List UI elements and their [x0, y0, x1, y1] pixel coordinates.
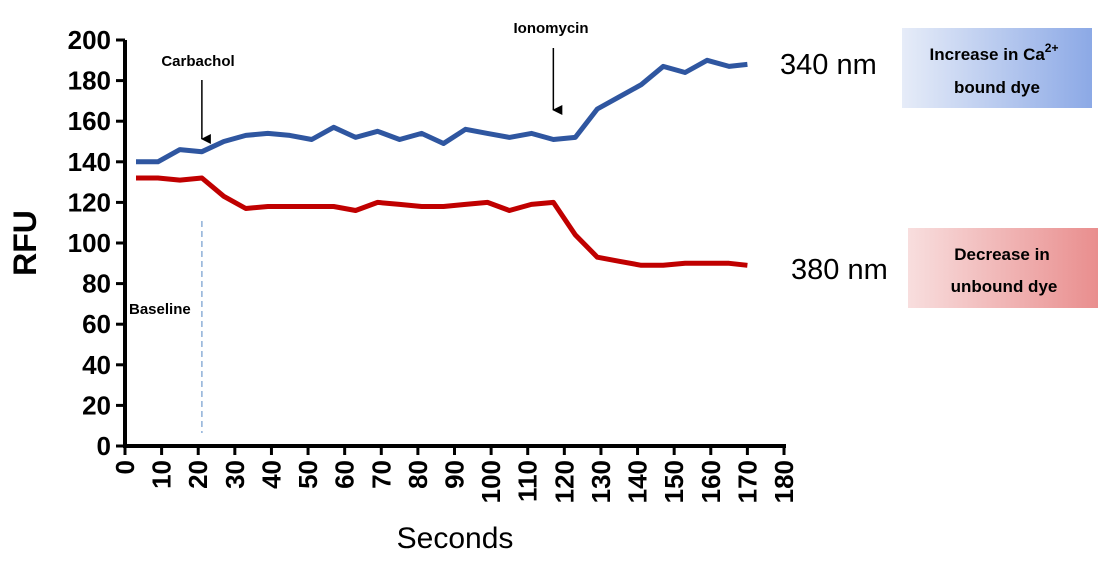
y-tick-label: 160: [68, 106, 111, 136]
x-tick-label: 30: [220, 460, 250, 489]
x-tick-label: 50: [293, 460, 323, 489]
x-tick-label: 10: [147, 460, 177, 489]
x-tick-label: 130: [586, 460, 616, 503]
x-tick-label: 0: [110, 460, 140, 474]
y-axis-title: RFU: [7, 210, 43, 276]
y-tick-label: 40: [82, 350, 111, 380]
increase-box-line1: Increase in Ca2+: [930, 41, 1059, 64]
increase-box: [902, 28, 1092, 108]
x-tick-label: 170: [732, 460, 762, 503]
x-axis-title: Seconds: [397, 522, 514, 555]
y-tick-label: 80: [82, 269, 111, 299]
x-tick-label: 70: [366, 460, 396, 489]
decrease-box-line1: Decrease in: [954, 245, 1049, 264]
x-tick-label: 60: [330, 460, 360, 489]
ionomycin-label: Ionomycin: [513, 20, 588, 37]
x-tick-label: 120: [549, 460, 579, 503]
x-tick-label: 150: [659, 460, 689, 503]
x-tick-label: 20: [183, 460, 213, 489]
y-tick-label: 180: [68, 66, 111, 96]
x-tick-label: 180: [769, 460, 799, 503]
y-tick-label: 0: [97, 431, 111, 461]
x-tick-label: 80: [403, 460, 433, 489]
x-tick-label: 110: [513, 460, 543, 502]
superscript-2plus: 2+: [1045, 41, 1059, 55]
series-line-340nm: [136, 57, 748, 165]
increase-box-line2: bound dye: [954, 78, 1040, 97]
series-line-380nm: [136, 175, 748, 268]
decrease-box: [908, 228, 1098, 308]
y-tick-label: 140: [68, 147, 111, 177]
label-380nm: 380 nm: [791, 254, 888, 286]
y-tick-label: 100: [68, 228, 111, 258]
y-tick-label: 20: [82, 390, 111, 420]
x-tick-label: 90: [440, 460, 470, 489]
y-tick-label: 120: [68, 187, 111, 217]
carbachol-label: Carbachol: [161, 53, 234, 70]
label-340nm: 340 nm: [780, 49, 877, 81]
y-tick-label: 60: [82, 309, 111, 339]
x-tick-label: 100: [476, 460, 506, 503]
x-tick-label: 160: [696, 460, 726, 503]
decrease-box-line2: unbound dye: [951, 277, 1058, 296]
x-tick-label: 140: [623, 460, 653, 503]
y-tick-label: 200: [68, 25, 111, 55]
baseline-label: Baseline: [129, 301, 191, 318]
x-tick-label: 40: [256, 460, 286, 489]
